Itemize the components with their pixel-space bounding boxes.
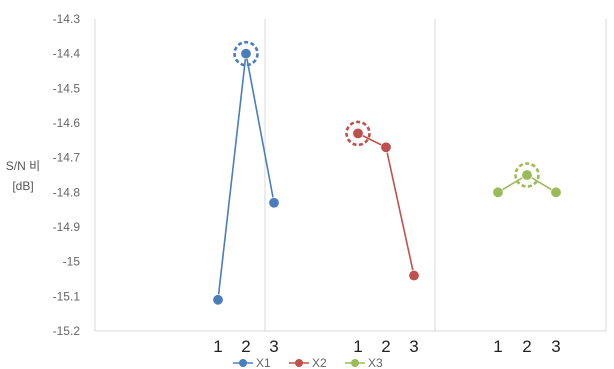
- data-point: [240, 48, 252, 60]
- data-point: [352, 127, 364, 139]
- x-tick-label: 3: [269, 337, 278, 356]
- highlight-circle: [514, 162, 540, 188]
- legend-marker: [295, 359, 303, 367]
- y-tick-label: -14.7: [53, 151, 81, 165]
- highlight-circle: [233, 40, 259, 67]
- legend-marker: [351, 359, 359, 367]
- legend-marker: [239, 359, 247, 367]
- data-point: [380, 141, 392, 153]
- series-x3: [492, 162, 562, 198]
- x-tick-label: 1: [353, 337, 362, 356]
- y-axis-label-line-2: [dB]: [12, 179, 33, 193]
- legend: X1 X2 X3: [233, 356, 383, 369]
- legend-item-x3: X3: [345, 356, 383, 369]
- x-tick-label: 2: [241, 337, 250, 356]
- series-x2: [345, 120, 420, 282]
- y-tick-label: -15.2: [53, 324, 81, 338]
- data-point: [268, 197, 280, 209]
- data-point: [492, 186, 504, 198]
- y-tick-label: -14.6: [53, 116, 81, 130]
- x-tick-label: 3: [551, 337, 560, 356]
- y-axis-label-line-1: S/N 비: [6, 159, 40, 173]
- data-point: [550, 186, 562, 198]
- y-tick-label: -14.5: [53, 81, 81, 95]
- data-point: [212, 294, 224, 306]
- y-tick-label: -14.9: [53, 220, 81, 234]
- x-tick-label: 2: [522, 337, 531, 356]
- series-line: [357, 132, 415, 276]
- highlight-circle: [345, 120, 371, 147]
- x-tick-label: 1: [493, 337, 502, 356]
- legend-label: X3: [368, 356, 383, 369]
- y-tick-label: -14.3: [53, 12, 81, 26]
- y-tick-label: -15.1: [53, 289, 81, 303]
- x-tick-label: 3: [409, 337, 418, 356]
- legend-item-x2: X2: [289, 356, 327, 369]
- y-tick-label: -14.8: [53, 185, 81, 199]
- series-x1: [212, 40, 280, 306]
- grid-lines: [94, 19, 607, 331]
- y-tick-label: -15: [63, 255, 81, 269]
- series-line: [217, 53, 275, 300]
- legend-label: X2: [312, 356, 327, 369]
- data-point: [408, 270, 420, 282]
- x-tick-label: 2: [381, 337, 390, 356]
- x-tick-label: 1: [213, 337, 222, 356]
- legend-item-x1: X1: [233, 356, 271, 369]
- legend-label: X1: [256, 356, 271, 369]
- data-point: [521, 169, 533, 181]
- y-tick-labels: -14.3 -14.4 -14.5 -14.6 -14.7 -14.8 -14.9 -15 -1…: [53, 12, 81, 338]
- y-tick-label: -14.4: [53, 47, 81, 61]
- series-group: [212, 40, 562, 306]
